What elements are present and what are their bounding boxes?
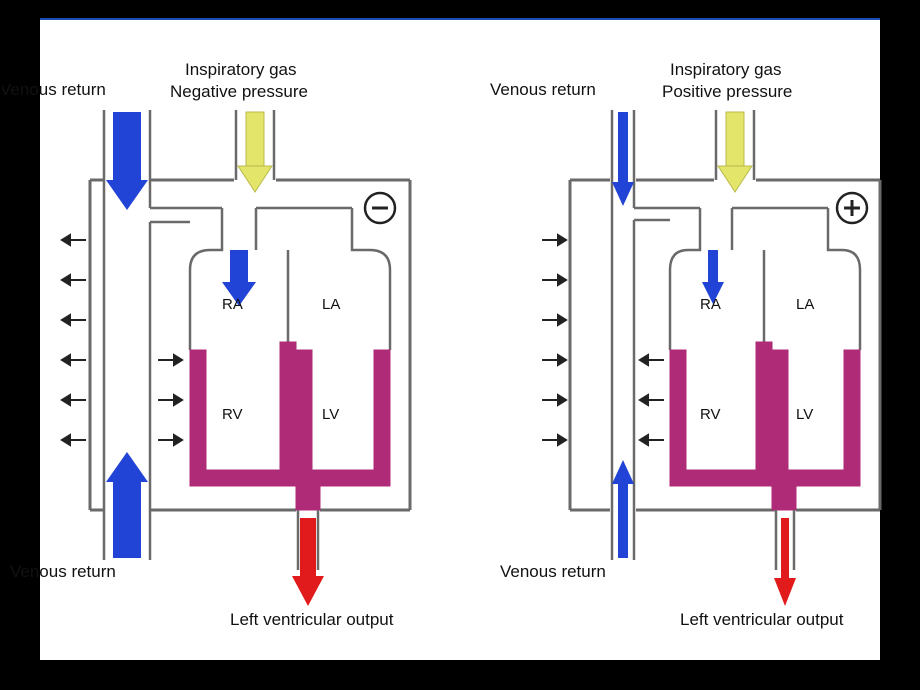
label-venous-return-bottom: Venous return: [500, 562, 606, 582]
label-rv: RV: [222, 406, 243, 423]
edge-right: [890, 0, 920, 690]
label-lv-output: Left ventricular output: [680, 610, 843, 630]
label-venous-return-bottom: Venous return: [10, 562, 116, 582]
panel-positive-pressure: Venous return Inspiratory gas Positive p…: [460, 50, 900, 660]
label-la: LA: [796, 296, 814, 313]
label-la: LA: [322, 296, 340, 313]
edge-left: [0, 0, 2, 690]
label-ra: RA: [700, 296, 721, 313]
slide-area: Venous return Inspiratory gas Negative p…: [40, 18, 880, 660]
panel-negative-pressure: Venous return Inspiratory gas Negative p…: [0, 50, 440, 660]
label-lv: LV: [796, 406, 813, 423]
label-lv-output: Left ventricular output: [230, 610, 393, 630]
label-rv: RV: [700, 406, 721, 423]
label-ra: RA: [222, 296, 243, 313]
label-lv: LV: [322, 406, 339, 423]
